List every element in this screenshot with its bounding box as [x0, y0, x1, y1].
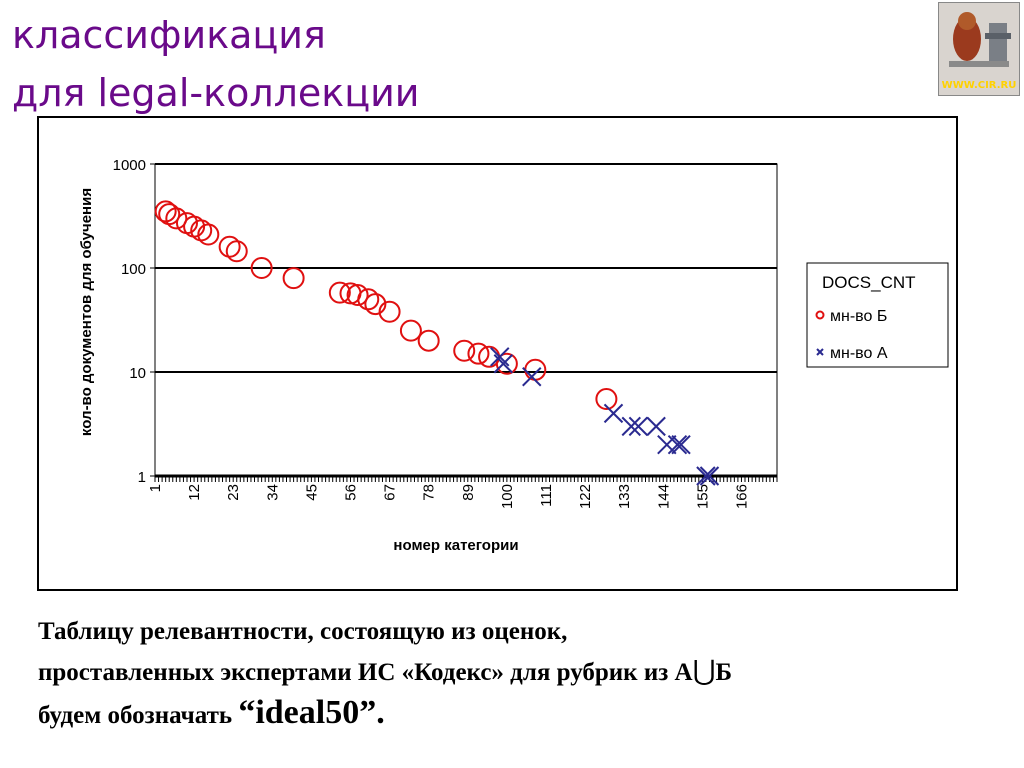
series-a-point-stroke	[603, 403, 624, 424]
ideal50-label: “ideal50”.	[238, 694, 385, 731]
x-tick-label: 23	[225, 484, 242, 501]
x-axis-title: номер категории	[393, 537, 518, 554]
x-tick-label: 155	[694, 484, 711, 509]
series-a-point-stroke	[490, 347, 510, 367]
x-tick-label: 45	[303, 484, 320, 501]
union-symbol: ⋃	[692, 656, 716, 687]
series-a-point	[646, 416, 666, 437]
legend: DOCS_CNT мн-во Б мн-во А	[806, 262, 949, 368]
y-tick-label: 100	[121, 261, 146, 278]
x-tick-label: 78	[421, 484, 438, 501]
logo-figure-icon	[939, 3, 1019, 95]
x-tick-label: 1	[147, 484, 164, 492]
plot-area	[154, 163, 778, 477]
series-a-point	[628, 416, 649, 437]
body-line-2-b: Б	[715, 659, 733, 686]
slide-title-line-2: для legal-коллекции	[12, 71, 420, 115]
series-a-point-stroke	[671, 434, 691, 455]
slide-title: классификация для legal-коллекции	[12, 6, 419, 122]
y-axis-labels: 1 10 100 1000	[113, 157, 146, 486]
series-a-point-stroke	[628, 416, 649, 437]
x-tick-label: 34	[264, 484, 281, 501]
y-tick-label: 10	[129, 365, 146, 382]
series-a-point	[493, 354, 514, 374]
y-axis-title: кол-во документов для обучения	[78, 188, 95, 436]
x-tick-label: 12	[186, 484, 203, 501]
slide-body-text: Таблицу релевантности, состоящую из оцен…	[38, 612, 732, 736]
x-tick-label: 67	[382, 484, 399, 501]
series-b-point	[225, 240, 248, 263]
series-a-point	[522, 367, 542, 387]
series-a-point-stroke	[699, 466, 720, 486]
series-b-markers	[154, 200, 618, 411]
series-b-point	[250, 257, 273, 279]
series-a-point	[657, 434, 677, 455]
series-a-point-stroke	[646, 416, 666, 437]
x-tick-label: 100	[499, 484, 516, 509]
series-b-point	[357, 288, 380, 311]
x-tick-label: 144	[655, 484, 672, 509]
series-b-point	[364, 293, 387, 316]
series-b-point	[346, 284, 369, 307]
body-line-3-a: будем обозначать	[38, 702, 239, 729]
series-b-point	[282, 267, 305, 290]
series-a-point-stroke	[621, 416, 641, 437]
series-a-point	[699, 466, 720, 486]
x-tick-label: 166	[733, 484, 750, 509]
series-a-point	[603, 403, 624, 424]
series-b-point	[165, 207, 188, 230]
chart-frame: 1 10 100 1000 1 12 23 34 45 56 67 78 89 100 111 122 133…	[37, 116, 958, 591]
series-b-point	[417, 329, 440, 352]
series-a-point	[671, 434, 691, 455]
slide-title-line-1: классификация	[12, 13, 326, 57]
series-b-point	[218, 235, 241, 258]
y-tick-label: 1000	[113, 157, 146, 174]
series-a-markers	[490, 347, 720, 486]
chart-svg: 1 10 100 1000 1 12 23 34 45 56 67 78 89 100 111 122 133…	[78, 157, 949, 554]
legend-title: DOCS_CNT	[822, 273, 916, 292]
x-axis-labels: 1 12 23 34 45 56 67 78 89 100 111 122 133 144 155 166	[147, 484, 750, 509]
series-b-point	[495, 352, 518, 375]
x-tick-label: 133	[616, 484, 633, 509]
x-tick-label: 89	[460, 484, 477, 501]
series-b-point	[453, 339, 476, 362]
series-a-point	[621, 416, 641, 437]
cir-logo: WWW.CIR.RU	[938, 2, 1020, 96]
series-b-point	[378, 300, 401, 323]
series-a-point-stroke	[493, 354, 514, 374]
x-tick-label: 111	[538, 484, 555, 507]
series-b-point	[595, 388, 618, 411]
x-tick-label: 56	[342, 484, 359, 501]
series-a-point	[490, 347, 510, 367]
legend-cross-icon	[816, 348, 824, 356]
series-a-point-stroke	[667, 434, 688, 455]
series-b-point	[524, 358, 547, 381]
x-tick-label: 122	[577, 484, 594, 509]
series-b-point	[467, 342, 490, 365]
logo-text: WWW.CIR.RU	[941, 80, 1017, 91]
series-a-point	[667, 434, 688, 455]
series-b-point	[197, 223, 220, 246]
series-b-point	[399, 319, 422, 342]
legend-entry-a: мн-во А	[830, 345, 888, 362]
body-line-2: проставленных экспертами ИС «Кодекс» для…	[38, 652, 732, 693]
legend-circle-icon	[815, 310, 825, 320]
series-a-point-stroke	[522, 367, 542, 387]
series-a-point-stroke	[696, 466, 716, 486]
series-b-point	[154, 200, 177, 223]
body-line-1: Таблицу релевантности, состоящую из оцен…	[38, 618, 568, 645]
x-axis-ticks	[154, 474, 778, 482]
series-b-point	[328, 281, 351, 304]
body-line-2-a: проставленных экспертами ИС «Кодекс» для…	[38, 659, 693, 686]
body-line-3: будем обозначать “ideal50”.	[38, 693, 732, 736]
series-a-point	[696, 466, 716, 486]
y-tick-label: 1	[138, 469, 146, 486]
chart-grid	[150, 163, 777, 477]
legend-entry-b: мн-во Б	[830, 308, 887, 325]
